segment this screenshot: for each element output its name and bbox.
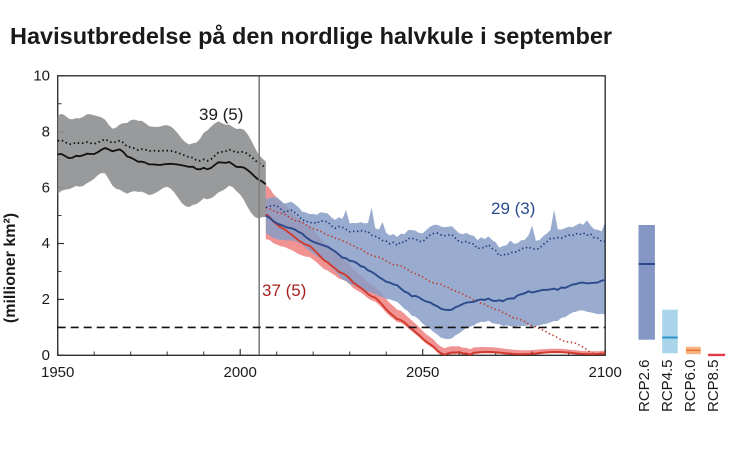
svg-text:2100: 2100 [589, 364, 622, 381]
svg-text:8: 8 [42, 123, 50, 140]
svg-text:RCP8.5: RCP8.5 [705, 359, 722, 412]
svg-text:RCP4.5: RCP4.5 [659, 359, 676, 412]
svg-text:(millioner km²): (millioner km²) [2, 213, 19, 323]
svg-text:RCP2.6: RCP2.6 [636, 359, 653, 412]
svg-text:29 (3): 29 (3) [491, 199, 535, 218]
svg-text:39 (5): 39 (5) [199, 105, 243, 124]
svg-text:37 (5): 37 (5) [262, 281, 306, 300]
svg-text:0: 0 [42, 347, 50, 364]
svg-text:6: 6 [42, 179, 50, 196]
svg-text:10: 10 [33, 68, 50, 85]
svg-text:RCP6.0: RCP6.0 [682, 359, 699, 412]
svg-text:2000: 2000 [224, 364, 257, 381]
svg-text:2: 2 [42, 291, 50, 308]
svg-text:2050: 2050 [406, 364, 439, 381]
svg-text:1950: 1950 [41, 364, 74, 381]
svg-text:4: 4 [42, 235, 50, 252]
